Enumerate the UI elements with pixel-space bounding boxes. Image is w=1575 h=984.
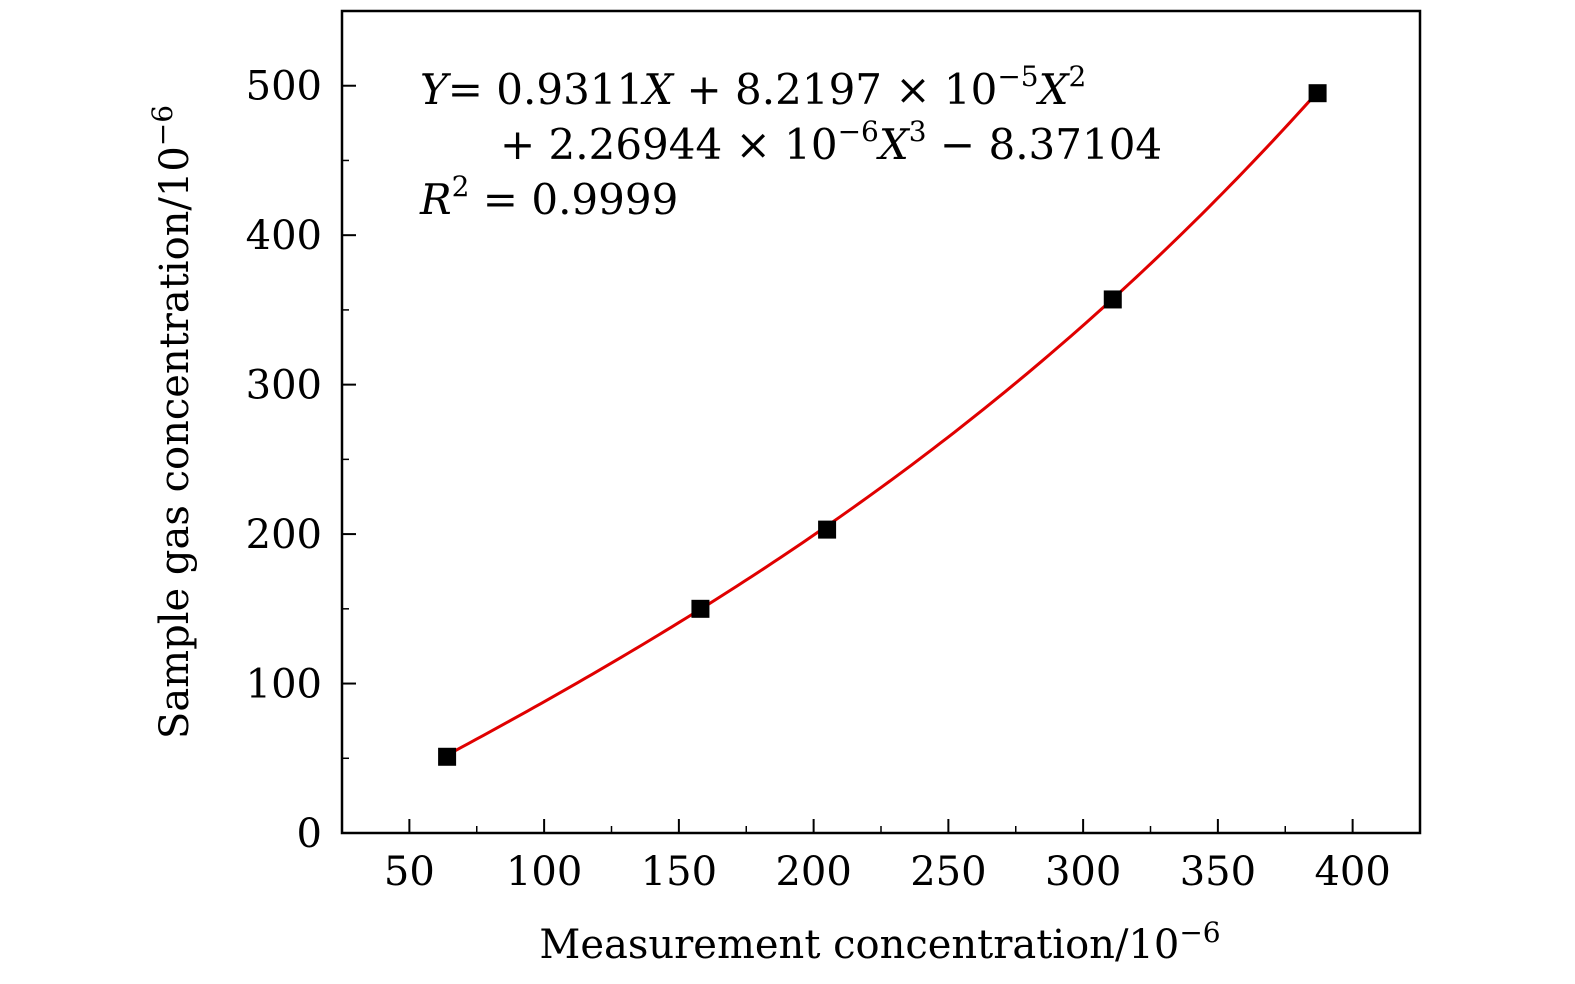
- x-tick-label: 250: [910, 849, 986, 895]
- data-points: [438, 84, 1327, 766]
- fit-equation: Y= 0.9311X + 8.2197 × 10−5X2 + 2.26944 ×…: [419, 60, 1162, 224]
- x-tick-label: 400: [1314, 849, 1390, 895]
- y-tick-label: 400: [246, 213, 322, 259]
- equation-line-2: + 2.26944 × 10−6X3 − 8.37104: [500, 115, 1162, 169]
- r-squared-label: R2 = 0.9999: [419, 170, 678, 224]
- y-axis-title: Sample gas concentration/10−6: [146, 105, 198, 739]
- data-point: [818, 520, 837, 539]
- y-tick-label: 0: [297, 811, 322, 857]
- x-axis-ticks: 50 100 150 200 250 300 350 400: [384, 819, 1391, 895]
- y-tick-label: 100: [246, 662, 322, 708]
- x-axis-title: Measurement concentration/10−6: [539, 916, 1220, 968]
- y-axis-ticks: 0 100 200 300 400 500: [246, 64, 356, 857]
- x-tick-label: 150: [641, 849, 717, 895]
- equation-line-1: Y= 0.9311X + 8.2197 × 10−5X2: [420, 60, 1086, 114]
- x-tick-label: 50: [384, 849, 435, 895]
- x-tick-label: 200: [775, 849, 851, 895]
- y-tick-label: 500: [246, 64, 322, 110]
- fit-curve: [446, 90, 1319, 757]
- x-tick-label: 100: [506, 849, 582, 895]
- data-point: [691, 599, 710, 618]
- fit-curve-layer: [446, 90, 1319, 757]
- x-tick-label: 350: [1180, 849, 1256, 895]
- y-tick-label: 200: [246, 512, 322, 558]
- data-point: [1308, 84, 1327, 103]
- data-point: [1103, 290, 1122, 309]
- y-tick-label: 300: [246, 363, 322, 409]
- x-tick-label: 300: [1045, 849, 1121, 895]
- data-point: [438, 747, 457, 766]
